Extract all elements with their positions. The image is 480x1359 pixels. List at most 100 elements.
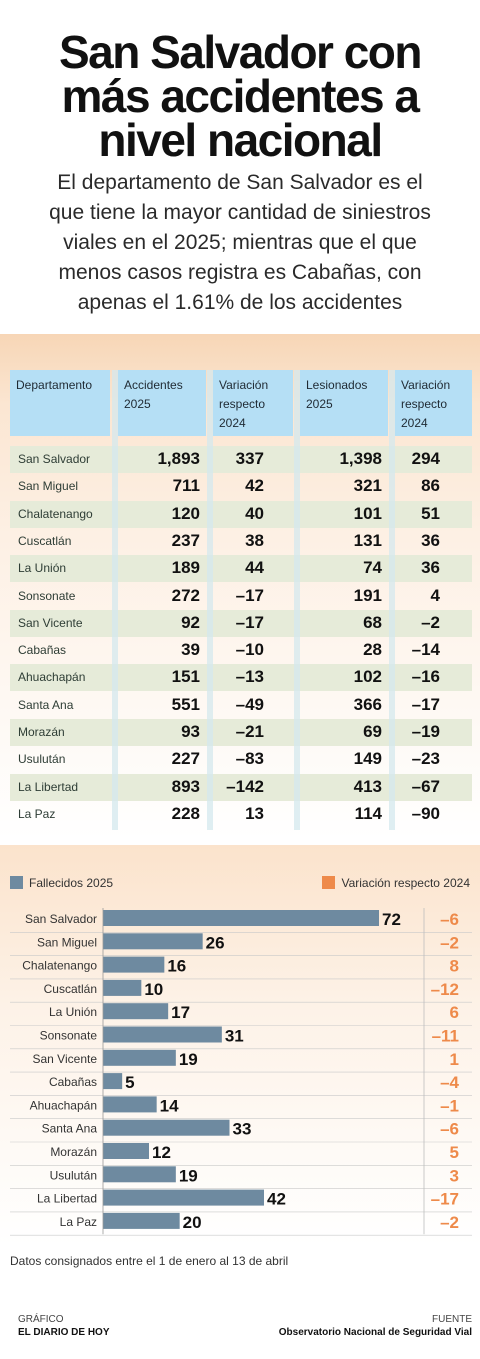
table-cell-value: –17 (235, 585, 264, 605)
table-cell-value: –14 (411, 640, 440, 660)
department-name: San Vicente (18, 615, 83, 630)
variation-label: 5 (450, 1143, 459, 1162)
title-line: San Salvador con (58, 26, 423, 78)
table-row: San Miguel 711 42 321 86 (10, 473, 472, 500)
table-cell-value: 69 (363, 722, 382, 741)
table-row: La Libertad 893 –142 413 –67 (10, 773, 472, 801)
department-name: Santa Ana (18, 697, 74, 712)
table-cell-value: –13 (235, 667, 264, 687)
table-cell-value: –16 (411, 667, 440, 687)
header-text: respecto (219, 397, 266, 411)
department-name: Ahuachapán (18, 670, 86, 685)
table-cell-value: 151 (171, 667, 200, 687)
table-cell-value: 74 (363, 558, 382, 578)
bar-value-label: 12 (152, 1143, 171, 1162)
bar-value-label: 20 (183, 1213, 202, 1232)
table-cell-value: 101 (353, 503, 382, 523)
bar (103, 979, 142, 996)
header-text: 2025 (124, 397, 151, 411)
subtitle-line: menos casos registra es Cabañas, con (58, 261, 422, 284)
table-cell-value: 321 (353, 476, 382, 496)
category-label: Sonsonate (40, 1029, 98, 1043)
table-cell-value: 93 (181, 722, 200, 741)
table-header: Departamento Accidentes 2025 Variación respe… (10, 370, 472, 436)
header-cell: Lesionados 2025 (300, 370, 388, 436)
category-label: Morazán (50, 1145, 97, 1159)
data-note: Datos consignados entre el 1 de enero al… (10, 1254, 289, 1268)
table-cell-value: 36 (421, 558, 440, 578)
category-label: Santa Ana (42, 1122, 98, 1136)
bar (103, 956, 165, 973)
table-cell-value: 92 (181, 612, 200, 632)
bar (103, 910, 379, 926)
table-row: Cabañas 39 –10 28 –14 (10, 637, 472, 664)
table-row: La Unión 189 44 74 36 (10, 555, 472, 583)
bar-value-label: 31 (225, 1027, 244, 1046)
table-cell-value: 366 (353, 694, 382, 714)
table-cell-value: –17 (411, 694, 440, 714)
table-cell-value: 1,893 (157, 449, 200, 468)
category-label: Ahuachapán (30, 1098, 97, 1112)
table-cell-value: 149 (353, 749, 382, 769)
bar-value-label: 17 (171, 1003, 190, 1022)
table-row: Usulután 227 –83 149 –23 (10, 746, 472, 773)
subtitle: El departamento de San Salvador es el qu… (20, 168, 460, 318)
table-cell-value: –90 (411, 803, 440, 823)
bar (103, 1073, 123, 1090)
bar (103, 1143, 149, 1159)
category-label: Cabañas (49, 1075, 97, 1089)
table-row: Sonsonate 272 –17 191 4 (10, 583, 472, 610)
variation-label: –11 (432, 1027, 459, 1046)
page-title: San Salvador con más accidentes a nivel … (0, 26, 480, 163)
table-cell-value: 13 (245, 803, 264, 823)
table-cell-value: 711 (172, 476, 200, 496)
variation-label: 6 (450, 1003, 459, 1022)
variation-label: –6 (440, 910, 459, 929)
bar-value-label: 14 (160, 1096, 179, 1115)
subtitle-line: apenas el 1.61% de los accidentes (77, 291, 403, 314)
table-cell-value: 413 (353, 776, 382, 796)
table-cell-value: 893 (171, 776, 200, 796)
column-separator (294, 370, 300, 830)
table-cell-value: 228 (171, 803, 200, 823)
table-cell-value: 189 (171, 558, 200, 578)
bar (103, 933, 203, 950)
bar (103, 1166, 176, 1183)
bar-value-label: 72 (382, 910, 401, 929)
header-text: 2024 (401, 416, 428, 430)
bar-value-label: 19 (179, 1166, 198, 1185)
table-cell-value: 40 (245, 503, 264, 523)
table-cell-value: 44 (245, 558, 264, 578)
department-name: La Unión (18, 561, 67, 576)
variation-label: –2 (440, 933, 459, 952)
table-cell-value: 68 (363, 612, 382, 632)
table-cell-value: 39 (181, 640, 200, 660)
table-cell-value: –19 (411, 722, 440, 741)
department-name: Cabañas (18, 643, 67, 658)
category-label: Cuscatlán (44, 982, 97, 996)
table-row: Cuscatlán 237 38 131 36 (10, 528, 472, 555)
legend-label: Variación respecto 2024 (341, 876, 470, 890)
table-cell-value: –10 (235, 640, 264, 660)
bar (103, 1049, 176, 1066)
bar (103, 1096, 157, 1113)
bar-value-label: 33 (233, 1120, 252, 1139)
header-cell: Accidentes 2025 (118, 370, 206, 436)
column-separator (389, 370, 395, 830)
table-cell-value: 294 (411, 449, 440, 468)
department-name: San Miguel (18, 479, 79, 494)
table-row: San Vicente 92 –17 68 –2 (10, 609, 472, 637)
bar (103, 1212, 180, 1229)
category-label: La Paz (60, 1215, 97, 1229)
bar (103, 1119, 230, 1136)
legend-fallecidos: Fallecidos 2025 (10, 876, 113, 890)
bar-value-label: 10 (144, 980, 163, 999)
category-label: Chalatenango (22, 959, 97, 973)
table-cell-value: –23 (411, 749, 440, 769)
variation-label: 3 (450, 1166, 459, 1185)
variation-label: 1 (450, 1050, 459, 1069)
subtitle-line: que tiene la mayor cantidad de siniestro… (49, 201, 431, 224)
bar (103, 1189, 264, 1206)
header-text: Variación (219, 378, 269, 392)
source-credit: FUENTE Observatorio Nacional de Segurida… (279, 1313, 472, 1339)
